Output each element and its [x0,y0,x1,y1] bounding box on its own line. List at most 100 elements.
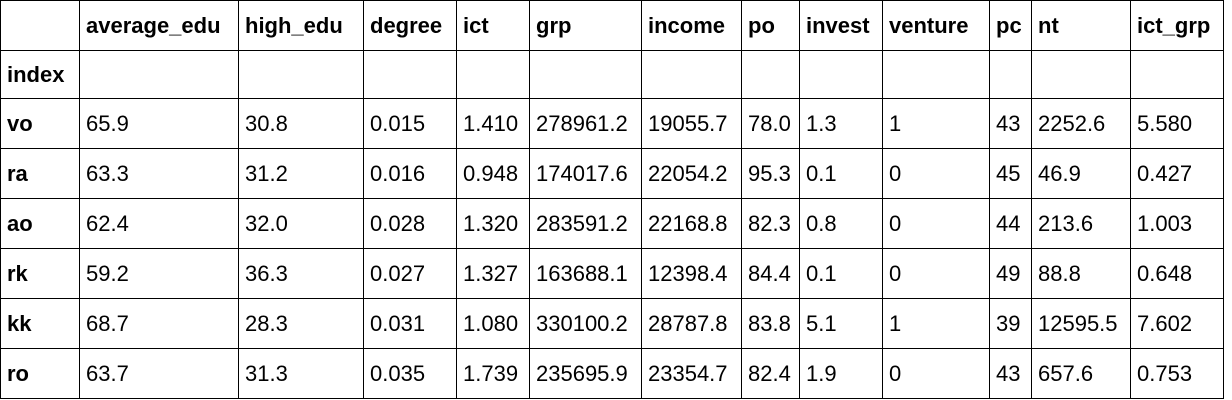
table-cell: 0.1 [799,148,883,199]
table-cell: 63.7 [79,348,239,399]
table-cell: 235695.9 [529,348,642,399]
empty-cell [1031,50,1131,99]
table-cell: 5.1 [799,298,883,349]
table-cell: 28.3 [238,298,364,349]
table-cell: 0.035 [363,348,457,399]
table-cell: 45 [989,148,1032,199]
row-index-cell: rk [0,248,80,299]
empty-cell [882,50,990,99]
table-cell: 278961.2 [529,98,642,149]
empty-cell [79,50,239,99]
table-cell: 174017.6 [529,148,642,199]
empty-cell [529,50,642,99]
index-name-header: index [0,50,80,99]
table-cell: 2252.6 [1031,98,1131,149]
column-header: income [641,0,742,51]
table-cell: 1.739 [456,348,530,399]
table-cell: 43 [989,348,1032,399]
column-header: degree [363,0,457,51]
table-cell: 63.3 [79,148,239,199]
table-cell: 0.031 [363,298,457,349]
column-header-row: average_edu high_edu degree ict grp inco… [0,0,1224,51]
table-cell: 31.3 [238,348,364,399]
table-cell: 65.9 [79,98,239,149]
table-cell: 0.948 [456,148,530,199]
table-cell: 0.427 [1130,148,1224,199]
empty-cell [363,50,457,99]
table-cell: 1.410 [456,98,530,149]
table-cell: 1.003 [1130,198,1224,249]
table-cell: 22054.2 [641,148,742,199]
table-body: vo 65.9 30.8 0.015 1.410 278961.2 19055.7 78.0 1… [0,98,1224,399]
table-cell: 5.580 [1130,98,1224,149]
table-cell: 0.027 [363,248,457,299]
table-cell: 82.4 [741,348,800,399]
table-row: ro 63.7 31.3 0.035 1.739 235695.9 23354.7 82.4 1… [0,348,1224,399]
column-header: pc [989,0,1032,51]
corner-cell [0,0,80,51]
table-cell: 22168.8 [641,198,742,249]
table-cell: 36.3 [238,248,364,299]
table-cell: 68.7 [79,298,239,349]
empty-cell [1130,50,1224,99]
row-index-cell: vo [0,98,80,149]
table-cell: 19055.7 [641,98,742,149]
row-index-cell: ro [0,348,80,399]
table-cell: 163688.1 [529,248,642,299]
table-cell: 84.4 [741,248,800,299]
column-header: invest [799,0,883,51]
table-cell: 0 [882,198,990,249]
column-header: ict_grp [1130,0,1224,51]
table-cell: 1.327 [456,248,530,299]
column-header: venture [882,0,990,51]
empty-cell [799,50,883,99]
table-cell: 1.080 [456,298,530,349]
table-cell: 1.320 [456,198,530,249]
table-row: vo 65.9 30.8 0.015 1.410 278961.2 19055.7 78.0 1… [0,98,1224,149]
column-header: grp [529,0,642,51]
table-cell: 46.9 [1031,148,1131,199]
table-cell: 82.3 [741,198,800,249]
table-cell: 39 [989,298,1032,349]
table-cell: 7.602 [1130,298,1224,349]
table-cell: 43 [989,98,1032,149]
table-cell: 213.6 [1031,198,1131,249]
table-cell: 44 [989,198,1032,249]
table-cell: 12595.5 [1031,298,1131,349]
table-cell: 330100.2 [529,298,642,349]
column-header: nt [1031,0,1131,51]
table-cell: 0.753 [1130,348,1224,399]
table-row: ra 63.3 31.2 0.016 0.948 174017.6 22054.2 95.3 0… [0,148,1224,199]
table-cell: 49 [989,248,1032,299]
table-row: rk 59.2 36.3 0.027 1.327 163688.1 12398.4 84.4 0… [0,248,1224,299]
table-cell: 95.3 [741,148,800,199]
table-cell: 12398.4 [641,248,742,299]
table-cell: 1.3 [799,98,883,149]
table-cell: 1.9 [799,348,883,399]
empty-cell [641,50,742,99]
column-header: average_edu [79,0,239,51]
table-cell: 0 [882,348,990,399]
table-cell: 59.2 [79,248,239,299]
table-cell: 0 [882,248,990,299]
table-cell: 23354.7 [641,348,742,399]
table-cell: 0.016 [363,148,457,199]
empty-cell [456,50,530,99]
table-header: average_edu high_edu degree ict grp inco… [0,0,1224,99]
table-cell: 657.6 [1031,348,1131,399]
column-header: po [741,0,800,51]
column-header: ict [456,0,530,51]
table-cell: 0 [882,148,990,199]
empty-cell [989,50,1032,99]
table-cell: 28787.8 [641,298,742,349]
table-cell: 30.8 [238,98,364,149]
empty-cell [238,50,364,99]
table-cell: 78.0 [741,98,800,149]
table-cell: 0.8 [799,198,883,249]
table-cell: 283591.2 [529,198,642,249]
column-header: high_edu [238,0,364,51]
table-cell: 62.4 [79,198,239,249]
table-cell: 0.015 [363,98,457,149]
index-name-row: index [0,50,1224,99]
